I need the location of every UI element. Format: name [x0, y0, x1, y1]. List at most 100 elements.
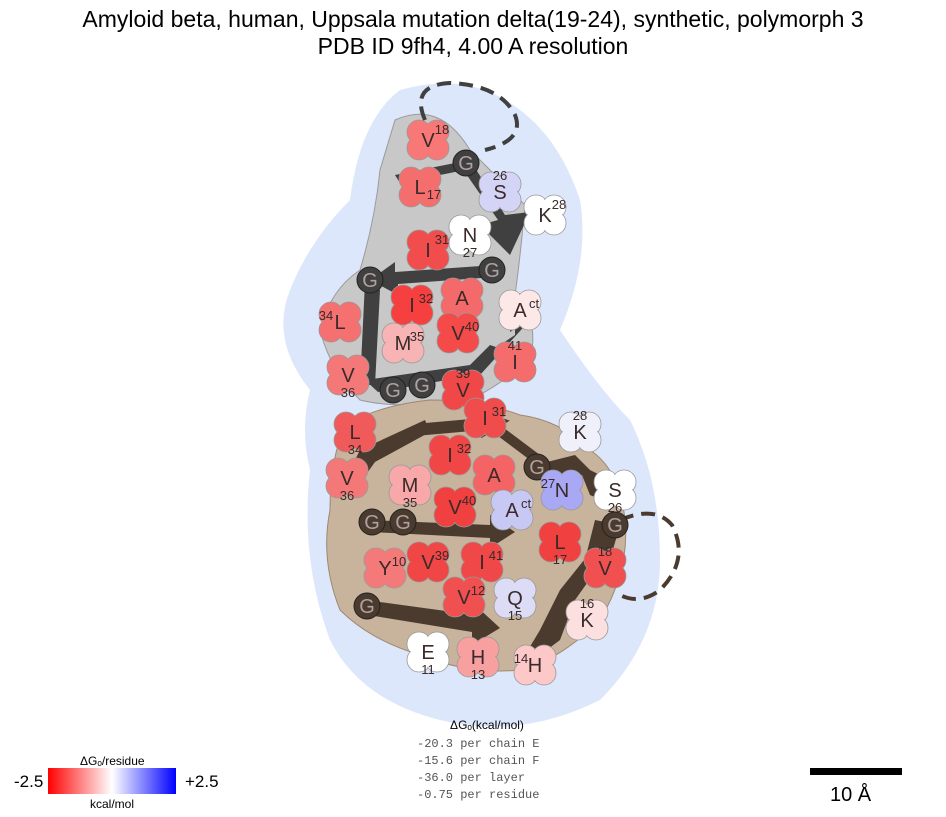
residue-letter: E [421, 642, 434, 664]
upper-residue-gg-18: G [408, 371, 436, 399]
residue-letter: I [425, 240, 431, 262]
upper-residue-l34-12: L34 [318, 301, 362, 343]
glycine-bead [358, 508, 386, 536]
residue-letter: H [528, 655, 542, 677]
upper-residue-l17-1: L 17 [398, 166, 442, 208]
residue-number: 28 [552, 197, 566, 212]
residue-letter: G [362, 270, 378, 292]
residue-letter: A [505, 500, 519, 522]
lower-residue-l34-3: L34 [333, 411, 377, 457]
residue-letter: N [463, 225, 477, 247]
residue-number: 12 [471, 583, 485, 598]
glycine-bead [353, 592, 381, 620]
residue-number: 17 [427, 187, 441, 202]
title-line-1: Amyloid beta, human, Uppsala mutation de… [82, 6, 864, 32]
residue-letter: A [513, 300, 527, 322]
residue-letter: K [580, 610, 594, 632]
upper-residue-v36-15: V36 [326, 354, 370, 400]
residue-letter: S [608, 480, 621, 502]
missing-loop-lower [619, 511, 681, 601]
lower-residue-v40-11: V 40 [433, 486, 477, 528]
residue-letter: A [455, 288, 469, 310]
residue-letter: G [458, 153, 474, 175]
residue-number: 32 [457, 441, 471, 456]
residue-number: 34 [348, 442, 362, 457]
glycine-bead [389, 508, 417, 536]
residue-number: 31 [435, 232, 449, 247]
residue-letter: S [493, 182, 506, 204]
residue-number: 36 [341, 385, 355, 400]
upper-residue-v39-19: V39 [441, 366, 485, 411]
residue-letter: H [471, 647, 485, 669]
residue-letter: G [385, 380, 401, 402]
upper-residue-ag-10: A [440, 277, 484, 319]
residue-letter: G [364, 512, 380, 534]
residue-number: 13 [471, 667, 485, 682]
glycine-bead [379, 376, 407, 404]
glycine-bead [478, 256, 506, 284]
colorbar [48, 768, 176, 794]
lower-residue-ag-5: A [472, 454, 516, 496]
residue-letter: Q [507, 588, 523, 610]
upper-residue-gg-7: G [478, 256, 506, 284]
residue-letter: K [573, 422, 587, 444]
missing-loop-upper [419, 80, 519, 152]
lower-residue-i32-4: I 32 [428, 434, 472, 476]
upper-residue-v40-14: V 40 [436, 312, 480, 354]
residue-number: 35 [410, 329, 424, 344]
lower-residue-k16-23: K16 [565, 596, 609, 641]
residue-number: 18 [435, 122, 449, 137]
residue-number: 40 [465, 319, 479, 334]
lower-residue-v18-19: V18 [583, 544, 627, 589]
residue-letter: V [598, 558, 612, 580]
upper-residue-i41-16: I41 [493, 338, 537, 383]
upper-residue-gg-8: G [356, 266, 384, 294]
residue-letter: L [414, 177, 425, 199]
residue-letter: L [334, 312, 345, 334]
energy-legend: ΔGₒ(kcal/mol) -20.3 per chain E -15.6 pe… [417, 718, 577, 804]
residue-letter: V [341, 365, 355, 387]
residue-letter: V [456, 380, 470, 402]
energy-line-chain-e: -20.3 per chain E [417, 737, 540, 751]
residue-number: 35 [403, 495, 417, 510]
residue-number: 11 [421, 662, 435, 677]
colorbar-min-label: -2.5 [14, 772, 44, 791]
lower-residue-s26-7: S26 [593, 469, 637, 515]
upper-residue-m35-13: M35 [381, 322, 425, 364]
title-line-2: PDB ID 9fh4, 4.00 A resolution [317, 33, 629, 59]
residue-number: 31 [492, 404, 506, 419]
residue-letter: V [451, 323, 465, 345]
residue-letter: I [447, 445, 453, 467]
lower-residue-m35-9: M35 [388, 464, 432, 510]
upper-residue-v18-0: V18 [406, 119, 450, 161]
residue-number: 41 [508, 338, 522, 353]
residue-letter: M [402, 475, 419, 497]
glycine-bead [523, 453, 551, 481]
lower-residue-v39-17: V 39 [406, 541, 450, 583]
residue-number: 26 [493, 168, 507, 183]
lower-residue-gg-13: G [389, 508, 417, 536]
lower-residue-e11-24: E11 [406, 631, 450, 677]
energy-legend-header: ΔGₒ(kcal/mol) [450, 718, 524, 732]
residue-letter: I [482, 408, 488, 430]
upper-residue-gg-17: G [379, 376, 407, 404]
residue-number: 41 [489, 548, 503, 563]
residue-letter: G [484, 260, 500, 282]
colorbar-title: ΔGₒ/residue [80, 754, 145, 768]
residue-letter: G [607, 515, 623, 537]
upper-residue-i31-6: I 31 [406, 229, 450, 271]
lower-residue-n27-6: N27 [540, 469, 584, 511]
glycine-bead [356, 266, 384, 294]
lower-residue-v12-21: V 12 [442, 576, 486, 618]
residue-letter: V [421, 552, 435, 574]
residue-letter: L [349, 422, 360, 444]
residue-number: 27 [463, 245, 477, 260]
lower-residue-gg-12: G [358, 508, 386, 536]
residue-letter: I [512, 352, 518, 374]
residue-letter: G [414, 375, 430, 397]
lower-residue-i41-18: I 41 [460, 541, 504, 583]
energy-line-chain-f: -15.6 per chain F [417, 754, 540, 768]
